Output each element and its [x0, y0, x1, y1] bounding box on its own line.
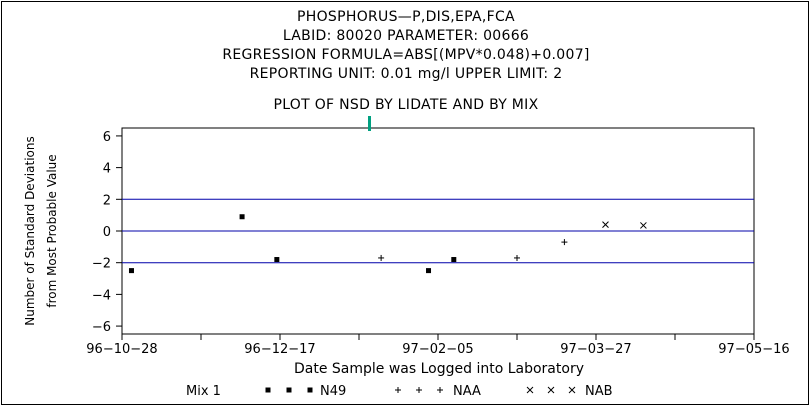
legend-label-n49: N49	[320, 384, 346, 399]
data-point-n49	[128, 268, 134, 274]
legend-label-nab: NAB	[585, 384, 613, 399]
data-point-n49	[274, 257, 280, 263]
y-axis-label-line2: from Most Probable Value	[45, 154, 59, 307]
header-formula: REGRESSION FORMULA=ABS[(MPV*0.048)+0.007…	[222, 47, 590, 63]
x-axis-label: Date Sample was Logged into Laboratory	[294, 361, 584, 377]
legend-symbol-nab	[526, 386, 534, 394]
y-tick-label: 2	[103, 193, 111, 208]
y-axis-label-line1: Number of Standard Deviations	[23, 136, 37, 325]
legend-symbol-nab-b	[568, 386, 576, 394]
legend-title: Mix 1	[186, 384, 221, 399]
data-point-nab-b	[640, 222, 647, 229]
header-reporting-unit: REPORTING UNIT: 0.01 mg/l UPPER LIMIT: 2	[249, 66, 563, 82]
x-tick-label: 97−03−27	[560, 342, 631, 357]
y-tick-label: 6	[103, 130, 111, 145]
legend-symbol-naa	[416, 387, 422, 393]
y-tick-label: −6	[92, 320, 111, 335]
legend-symbol-nab	[547, 386, 555, 394]
y-tick-label: −4	[92, 288, 111, 303]
legend-symbol-nab	[568, 386, 576, 394]
x-tick-label: 97−05−16	[718, 342, 789, 357]
x-tick-label: 96−12−17	[244, 342, 315, 357]
y-tick-label: 0	[103, 225, 111, 240]
header-analyte: PHOSPHORUS—P,DIS,EPA,FCA	[297, 9, 515, 25]
legend: Mix 1 N49 NAA NAB	[186, 384, 613, 399]
data-point-n49	[239, 214, 245, 220]
data-point-naa	[514, 254, 520, 261]
x-tick-label: 96−10−28	[86, 342, 157, 357]
plot-axes: −6 −4 −2 0 2 4 6 96−10−28 96−12−17 97−02−05 97−03−…	[86, 116, 790, 357]
legend-symbol-n49	[286, 387, 292, 393]
legend-label-naa: NAA	[453, 384, 481, 399]
legend-symbol-naa	[395, 387, 401, 393]
y-tick-label: −2	[92, 257, 111, 272]
data-point-nab	[602, 221, 609, 229]
legend-symbol-naa	[437, 387, 443, 393]
data-point-n49	[426, 268, 432, 274]
x-tick-label: 97−02−05	[402, 342, 473, 357]
legend-symbol-n49	[307, 387, 313, 393]
legend-symbol-n49	[265, 387, 271, 393]
legend-symbol-nab-b	[547, 386, 555, 394]
y-tick-label: 4	[103, 162, 111, 177]
title-tick-mark	[368, 116, 371, 131]
header-labid: LABID: 80020 PARAMETER: 00666	[282, 28, 530, 44]
data-point-naa	[561, 239, 568, 246]
data-point-n49	[451, 257, 457, 263]
plot-marks	[128, 214, 647, 274]
legend-symbol-nab-b	[526, 386, 534, 394]
data-point-nab	[640, 222, 647, 229]
data-point-nab-b	[602, 221, 609, 229]
chart-title: PLOT OF NSD BY LIDATE AND BY MIX	[273, 97, 539, 113]
data-point-naa	[378, 254, 385, 261]
